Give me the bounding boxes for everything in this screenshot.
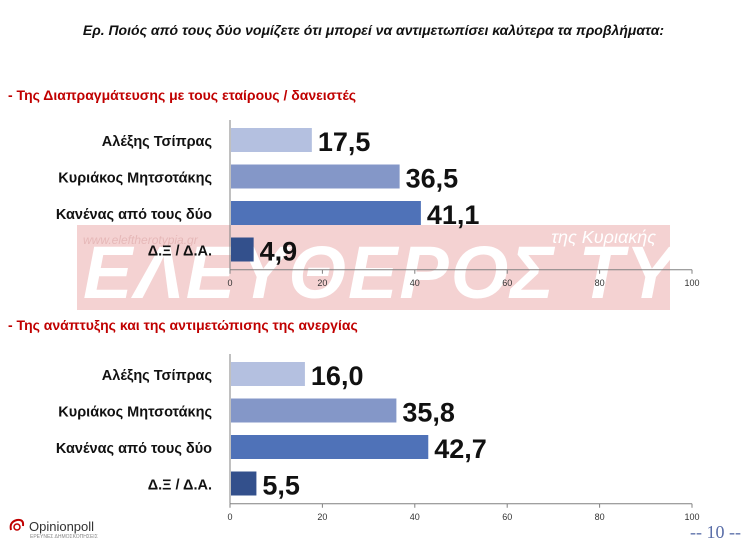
- logo-text: Opinionpoll: [29, 518, 95, 534]
- category-label: Δ.Ξ / Δ.Α.: [148, 478, 212, 494]
- x-tick-label: 60: [502, 278, 512, 288]
- x-tick-label: 100: [684, 512, 699, 522]
- category-label: Αλέξης Τσίπρας: [102, 368, 212, 384]
- logo-subtitle: ΕΡΕΥΝΕΣ ΔΗΜΟΣΚΟΠΗΣΕΙΣ: [30, 534, 98, 540]
- bar: [231, 362, 305, 386]
- data-label: 42,7: [434, 434, 487, 464]
- opinionpoll-logo-icon: [9, 518, 25, 531]
- x-tick-label: 100: [684, 278, 699, 288]
- chart-1-title: - Της Διαπραγμάτευσης με τους εταίρους /…: [8, 87, 357, 103]
- data-label: 5,5: [262, 471, 300, 501]
- chart-2-title: - Της ανάπτυξης και της αντιμετώπισης τη…: [8, 317, 358, 333]
- category-label: Κυριάκος Μητσοτάκης: [58, 171, 212, 187]
- x-tick-label: 40: [410, 278, 420, 288]
- x-tick-label: 80: [595, 278, 605, 288]
- newspaper-watermark: www.eleftherotypia.gr ΕΛΕΥΘΕΡΟΣ ΤΥΠΟΣ τη…: [77, 225, 670, 310]
- bar: [231, 164, 400, 189]
- category-label: Αλέξης Τσίπρας: [102, 134, 212, 150]
- watermark-url: www.eleftherotypia.gr: [83, 233, 198, 247]
- x-tick-label: 20: [317, 512, 327, 522]
- data-label: 17,5: [318, 127, 371, 157]
- bar: [231, 128, 312, 152]
- bar: [231, 435, 429, 459]
- x-tick-label: 80: [595, 512, 605, 522]
- x-tick-label: 40: [410, 512, 420, 522]
- data-label: 41,1: [427, 200, 480, 230]
- page-number: -- 10 --: [690, 522, 741, 542]
- category-label: Κανένας από τους δύο: [56, 207, 212, 223]
- chart-negotiation: Αλέξης Τσίπρας 17,5 Κυριάκος Μητσοτάκης 36,…: [56, 120, 700, 288]
- bar: [231, 398, 397, 423]
- data-label: 16,0: [311, 361, 364, 391]
- watermark-logo-text: ΕΛΕΥΘΕΡΟΣ ΤΥΠΟΣ: [83, 231, 670, 311]
- data-label: 4,9: [260, 237, 298, 267]
- category-label: Κυριάκος Μητσοτάκης: [58, 405, 212, 421]
- category-label: Δ.Ξ / Δ.Α.: [148, 244, 212, 260]
- x-tick-label: 0: [227, 278, 232, 288]
- x-tick-label: 20: [317, 278, 327, 288]
- x-tick-label: 60: [502, 512, 512, 522]
- opinionpoll-logo: Opinionpoll ΕΡΕΥΝΕΣ ΔΗΜΟΣΚΟΠΗΣΕΙΣ: [8, 518, 98, 540]
- bar: [231, 471, 257, 496]
- x-tick-label: 0: [227, 512, 232, 522]
- survey-question: Ερ. Ποιός από τους δύο νομίζετε ότι μπορ…: [82, 22, 665, 38]
- data-label: 36,5: [406, 164, 459, 194]
- bar: [231, 237, 254, 262]
- watermark-subtitle: της Κυριακής: [551, 227, 656, 247]
- data-label: 35,8: [402, 398, 455, 428]
- category-label: Κανένας από τους δύο: [56, 441, 212, 457]
- chart-development: Αλέξης Τσίπρας 16,0 Κυριάκος Μητσοτάκης 35,…: [56, 354, 700, 522]
- bar: [231, 201, 421, 225]
